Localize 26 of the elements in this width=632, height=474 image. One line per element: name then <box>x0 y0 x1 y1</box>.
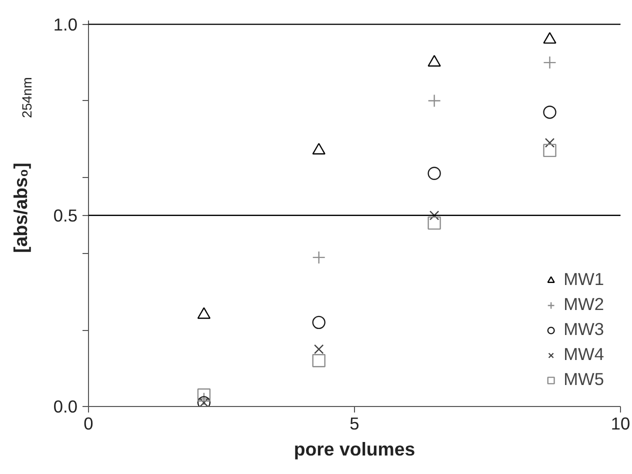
point <box>197 388 211 402</box>
y-tick-label: 1.0 <box>53 14 78 34</box>
y-tick-label: 0.0 <box>53 396 78 416</box>
legend-label: MW5 <box>564 369 604 390</box>
point <box>314 344 324 354</box>
point <box>544 138 555 148</box>
point <box>429 210 440 220</box>
legend-label: MW4 <box>564 344 604 365</box>
x-tick-label: 0 <box>84 414 94 434</box>
point <box>312 354 326 368</box>
point <box>312 142 326 155</box>
legend-label: MW1 <box>564 269 604 290</box>
legend-label: MW2 <box>564 294 604 315</box>
x-tick-label: 10 <box>610 414 630 434</box>
point <box>543 32 556 44</box>
legend-label: MW3 <box>564 319 604 340</box>
point <box>543 144 556 158</box>
point <box>312 316 326 330</box>
point <box>428 166 441 180</box>
x-tick-label: 5 <box>350 414 360 434</box>
point <box>428 55 441 67</box>
y-tick-label: 0.5 <box>53 205 78 226</box>
x-axis-title: pore volumes <box>294 438 416 460</box>
point <box>428 216 441 230</box>
point <box>543 106 556 119</box>
text: [abs/abs₀]254nm <box>10 77 34 253</box>
